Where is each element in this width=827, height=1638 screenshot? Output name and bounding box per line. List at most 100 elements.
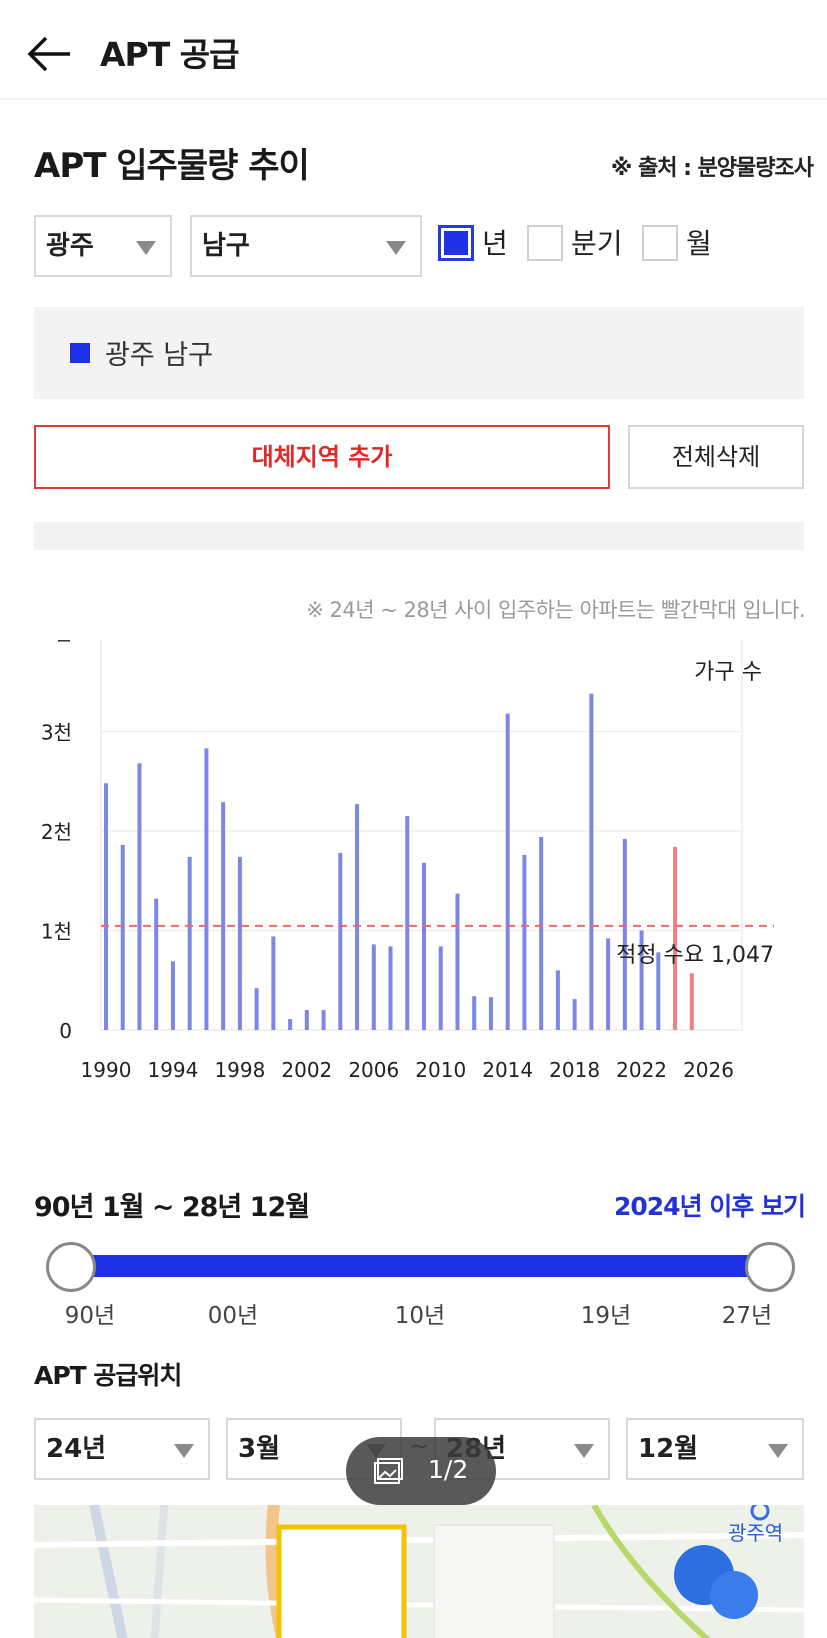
y-tick-label: 3천 (41, 721, 72, 745)
period-quarter-label: 분기 (571, 227, 623, 260)
range-slider-track[interactable] (70, 1255, 770, 1277)
bar (204, 748, 209, 1030)
y-tick-label: 4천 (41, 640, 72, 645)
bar (455, 893, 460, 1030)
from-month-value: 3월 (238, 1434, 281, 1464)
bar (555, 970, 560, 1030)
bar (472, 996, 477, 1030)
bar (321, 1010, 326, 1030)
back-arrow-icon[interactable] (24, 28, 76, 80)
bar (254, 988, 259, 1030)
period-year-checkbox[interactable] (438, 225, 474, 261)
legend-color-swatch (70, 343, 90, 363)
pager-count: 1/2 (428, 1455, 469, 1484)
period-month-label: 월 (686, 227, 712, 260)
supply-bar-chart: 0 1천 2천 3천 4천 1990 1994 1998 2002 2006 2010 2014 201… (41, 640, 774, 1082)
after-2024-link[interactable]: 2024년 이후 보기 (614, 1192, 806, 1221)
slider-tick-label: 10년 (394, 1303, 446, 1329)
x-tick-label: 2026 (683, 1058, 734, 1082)
x-tick-label: 2002 (281, 1058, 332, 1082)
chevron-down-icon (174, 1444, 194, 1458)
bar (673, 846, 678, 1030)
bar (656, 952, 661, 1030)
slider-tick-label: 19년 (580, 1303, 632, 1329)
bar (539, 836, 544, 1030)
range-label: 90년 1월 ~ 28년 12월 (34, 1192, 310, 1223)
page-title: APT 공급 (100, 35, 239, 74)
bar (104, 783, 108, 1030)
map-tiles (34, 1505, 804, 1638)
chart-unit-label: 가구 수 (694, 660, 762, 685)
slider-tick-label: 00년 (207, 1303, 259, 1329)
bar (304, 1010, 309, 1030)
from-year-value: 24년 (46, 1434, 107, 1464)
supply-map[interactable]: 광주역 (34, 1505, 804, 1638)
to-month-value: 12월 (638, 1434, 699, 1464)
to-month-select[interactable]: 12월 (626, 1418, 804, 1480)
bar (237, 856, 242, 1030)
range-slider-end-handle[interactable] (745, 1242, 795, 1292)
map-station-label: 광주역 (728, 1521, 784, 1545)
bar (606, 938, 611, 1030)
add-region-button[interactable]: 대체지역 추가 (34, 425, 610, 489)
range-slider-start-handle[interactable] (46, 1242, 96, 1292)
y-tick-label: 1천 (41, 920, 72, 944)
x-tick-label: 2014 (482, 1058, 533, 1082)
chevron-down-icon (386, 241, 406, 255)
period-month-checkbox[interactable] (642, 225, 678, 261)
bar (505, 713, 510, 1030)
x-tick-label: 1998 (214, 1058, 265, 1082)
period-quarter-checkbox[interactable] (527, 225, 563, 261)
bar (338, 852, 343, 1030)
chevron-down-icon (574, 1444, 594, 1458)
source-note: ※ 출처 : 분양물량조사 (610, 156, 814, 181)
section-title: APT 입주물량 추이 (34, 146, 310, 186)
bar (438, 946, 443, 1030)
legend-label: 광주 남구 (105, 340, 213, 371)
region-select-value: 광주 (46, 231, 94, 261)
chart-note: ※ 24년 ~ 28년 사이 입주하는 아파트는 빨간막대 입니다. (306, 598, 805, 622)
bar (371, 944, 376, 1030)
bar (405, 816, 410, 1030)
bar (589, 693, 594, 1030)
bar (355, 804, 360, 1030)
district-select-value: 남구 (202, 231, 250, 261)
y-tick-label: 0 (59, 1019, 72, 1043)
slider-tick-label: 27년 (721, 1303, 773, 1329)
x-tick-label: 1994 (147, 1058, 198, 1082)
bar (572, 999, 577, 1030)
delete-all-button[interactable]: 전체삭제 (628, 425, 804, 489)
bar (388, 946, 393, 1030)
bar (154, 898, 159, 1030)
supply-location-title: APT 공급위치 (34, 1361, 182, 1390)
image-pager-pill[interactable]: 1/2 (346, 1437, 496, 1505)
bar (639, 930, 644, 1030)
region-select[interactable]: 광주 (34, 215, 172, 277)
bar (689, 973, 694, 1030)
divider-strip (34, 522, 804, 550)
bar (422, 862, 426, 1030)
bar (488, 997, 493, 1030)
x-tick-label: 2010 (415, 1058, 466, 1082)
bar (187, 856, 192, 1030)
x-tick-label: 2006 (348, 1058, 399, 1082)
slider-tick-label: 90년 (64, 1303, 116, 1329)
from-year-select[interactable]: 24년 (34, 1418, 210, 1480)
bar (137, 763, 142, 1030)
bar (170, 961, 175, 1030)
chevron-down-icon (768, 1444, 788, 1458)
legend-panel (34, 307, 804, 399)
bar (622, 838, 627, 1030)
x-tick-label: 2018 (549, 1058, 600, 1082)
image-gallery-icon (374, 1458, 403, 1484)
bar (288, 1019, 293, 1030)
plot-frame (100, 640, 743, 1031)
app-bar: APT 공급 (0, 0, 827, 100)
bar (221, 802, 226, 1030)
reference-line-label: 적정 수요 1,047 (616, 943, 774, 968)
y-tick-label: 2천 (41, 820, 72, 844)
bar (120, 844, 125, 1030)
district-select[interactable]: 남구 (190, 215, 422, 277)
bar (522, 854, 527, 1030)
x-tick-label: 2022 (616, 1058, 667, 1082)
